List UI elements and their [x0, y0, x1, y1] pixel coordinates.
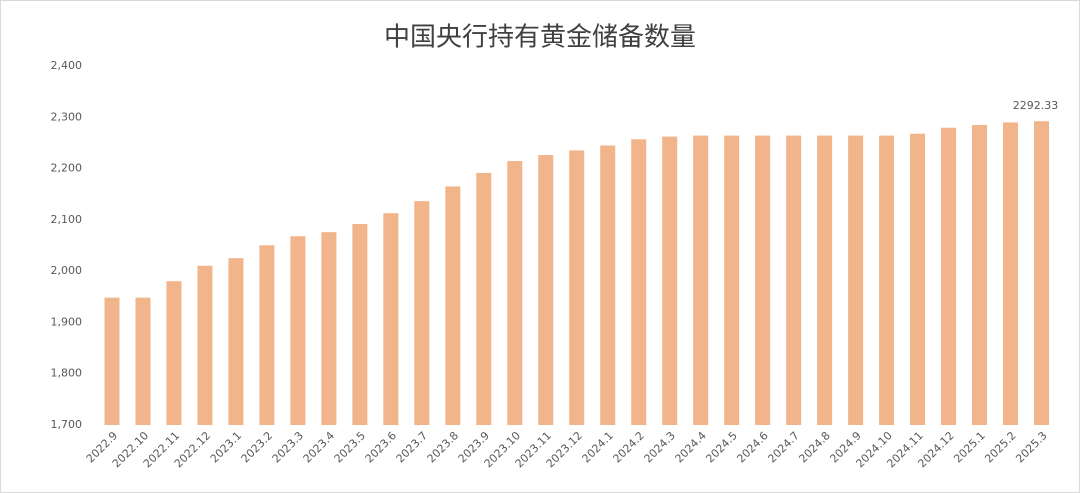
bar	[569, 150, 585, 425]
bar	[352, 223, 368, 425]
bar	[662, 136, 678, 425]
bar	[910, 133, 926, 425]
bar	[476, 172, 492, 425]
bar	[879, 135, 895, 425]
bar	[755, 135, 771, 425]
bar	[538, 155, 554, 425]
bar	[507, 161, 523, 426]
y-tick-label: 2,200	[51, 162, 83, 175]
bar	[104, 297, 120, 425]
bar	[817, 135, 833, 425]
y-tick-label: 2,300	[51, 110, 83, 123]
value-label: 2292.33	[1013, 99, 1059, 112]
bar	[693, 135, 709, 425]
bar	[1034, 121, 1050, 425]
bar	[1003, 122, 1019, 426]
y-tick-label: 2,400	[51, 59, 83, 72]
bar	[414, 201, 430, 425]
bar	[197, 265, 213, 425]
bar	[848, 135, 864, 425]
bar	[941, 127, 957, 426]
y-tick-label: 2,100	[51, 213, 83, 226]
bar	[290, 236, 306, 425]
y-tick-label: 1,700	[51, 418, 83, 431]
bar	[166, 281, 182, 425]
bar	[228, 258, 244, 425]
bar	[383, 213, 399, 425]
bar	[631, 139, 647, 425]
bar	[259, 245, 275, 425]
y-tick-label: 2,000	[51, 264, 83, 277]
bar	[724, 135, 740, 425]
y-tick-label: 1,900	[51, 315, 83, 328]
bar	[600, 145, 616, 425]
bar	[445, 186, 461, 425]
bar	[321, 232, 337, 425]
bar	[135, 297, 151, 425]
y-tick-label: 1,800	[51, 367, 83, 380]
bar	[786, 135, 802, 425]
bar	[972, 124, 988, 425]
chart-title: 中国央行持有黄金储备数量	[384, 23, 696, 53]
